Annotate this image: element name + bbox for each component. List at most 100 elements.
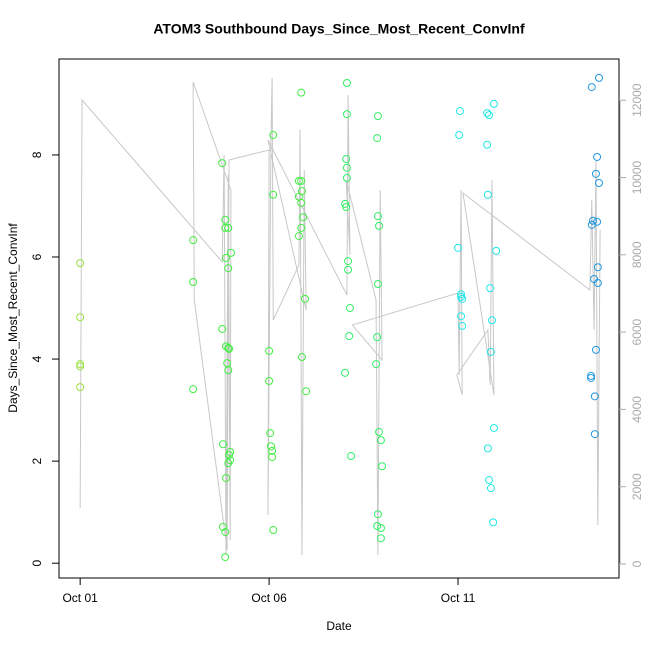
point: [221, 528, 230, 537]
point: [189, 278, 198, 287]
point: [593, 279, 602, 288]
point: [483, 140, 492, 149]
point: [224, 459, 233, 468]
point: [266, 442, 275, 451]
point: [590, 430, 599, 439]
point: [455, 131, 464, 140]
point: [483, 109, 492, 118]
chart-title: ATOM3 Southbound Days_Since_Most_Recent_…: [153, 21, 525, 37]
y2-tick-label: 10000: [630, 160, 644, 194]
point: [342, 163, 351, 172]
point: [269, 190, 278, 199]
point: [593, 152, 602, 161]
point: [373, 212, 382, 221]
point: [587, 373, 596, 382]
point: [587, 371, 596, 380]
point: [488, 316, 497, 325]
x-axis-label: Date: [326, 619, 352, 633]
point: [489, 423, 498, 432]
point: [222, 254, 231, 263]
point: [593, 263, 602, 272]
point: [297, 88, 306, 97]
point: [591, 345, 600, 354]
y2-tick-label: 8000: [630, 241, 644, 268]
plot-frame: [58, 58, 620, 579]
point: [341, 368, 350, 377]
point: [76, 362, 85, 371]
point: [226, 248, 235, 257]
point: [373, 112, 382, 121]
point: [489, 99, 498, 108]
point: [218, 522, 227, 531]
point: [218, 324, 227, 333]
y2-tick-label: 12000: [630, 83, 644, 117]
point: [486, 484, 495, 493]
point: [376, 436, 385, 445]
point: [294, 176, 303, 185]
point: [344, 257, 353, 266]
point: [593, 217, 602, 226]
point: [345, 332, 354, 341]
y2-tick-label: 2000: [630, 473, 644, 500]
y2-tick-label: 4000: [630, 396, 644, 423]
point: [224, 223, 233, 232]
point: [297, 353, 306, 362]
point: [225, 344, 234, 353]
point: [373, 134, 382, 143]
point: [486, 284, 495, 293]
point: [302, 387, 311, 396]
point: [222, 473, 231, 482]
y-tick-label: 8: [30, 151, 44, 158]
point: [483, 444, 492, 453]
point: [591, 169, 600, 178]
point: [454, 243, 463, 252]
point: [347, 452, 356, 461]
y-tick-label: 0: [30, 560, 44, 567]
point: [378, 462, 387, 471]
point: [375, 221, 384, 230]
point: [221, 215, 230, 224]
point: [221, 553, 230, 562]
point: [297, 223, 306, 232]
point: [489, 518, 498, 527]
point: [76, 383, 85, 392]
point: [373, 510, 382, 519]
point: [218, 440, 227, 449]
point: [268, 453, 277, 462]
point: [483, 190, 492, 199]
point: [342, 173, 351, 182]
point: [375, 428, 384, 437]
point: [342, 202, 351, 211]
point: [224, 264, 233, 273]
point: [588, 216, 597, 225]
point: [458, 294, 467, 303]
x-tick-label: Oct 01: [62, 591, 98, 605]
point: [299, 213, 308, 222]
point: [587, 83, 596, 92]
y2-tick-label: 6000: [630, 318, 644, 345]
point: [297, 176, 306, 185]
point: [300, 294, 309, 303]
point: [297, 198, 306, 207]
point: [269, 526, 278, 535]
point: [485, 111, 494, 120]
point: [455, 107, 464, 116]
point: [76, 313, 85, 322]
point: [268, 446, 277, 455]
point: [492, 246, 501, 255]
y-tick-label: 2: [30, 457, 44, 464]
point: [373, 333, 382, 342]
point: [587, 220, 596, 229]
point: [485, 476, 494, 485]
point: [189, 236, 198, 245]
point: [345, 304, 354, 313]
point: [294, 232, 303, 241]
point: [457, 290, 466, 299]
point: [344, 265, 353, 274]
point: [373, 280, 382, 289]
point: [457, 292, 466, 301]
point: [266, 429, 275, 438]
point: [373, 521, 382, 530]
point: [342, 110, 351, 119]
